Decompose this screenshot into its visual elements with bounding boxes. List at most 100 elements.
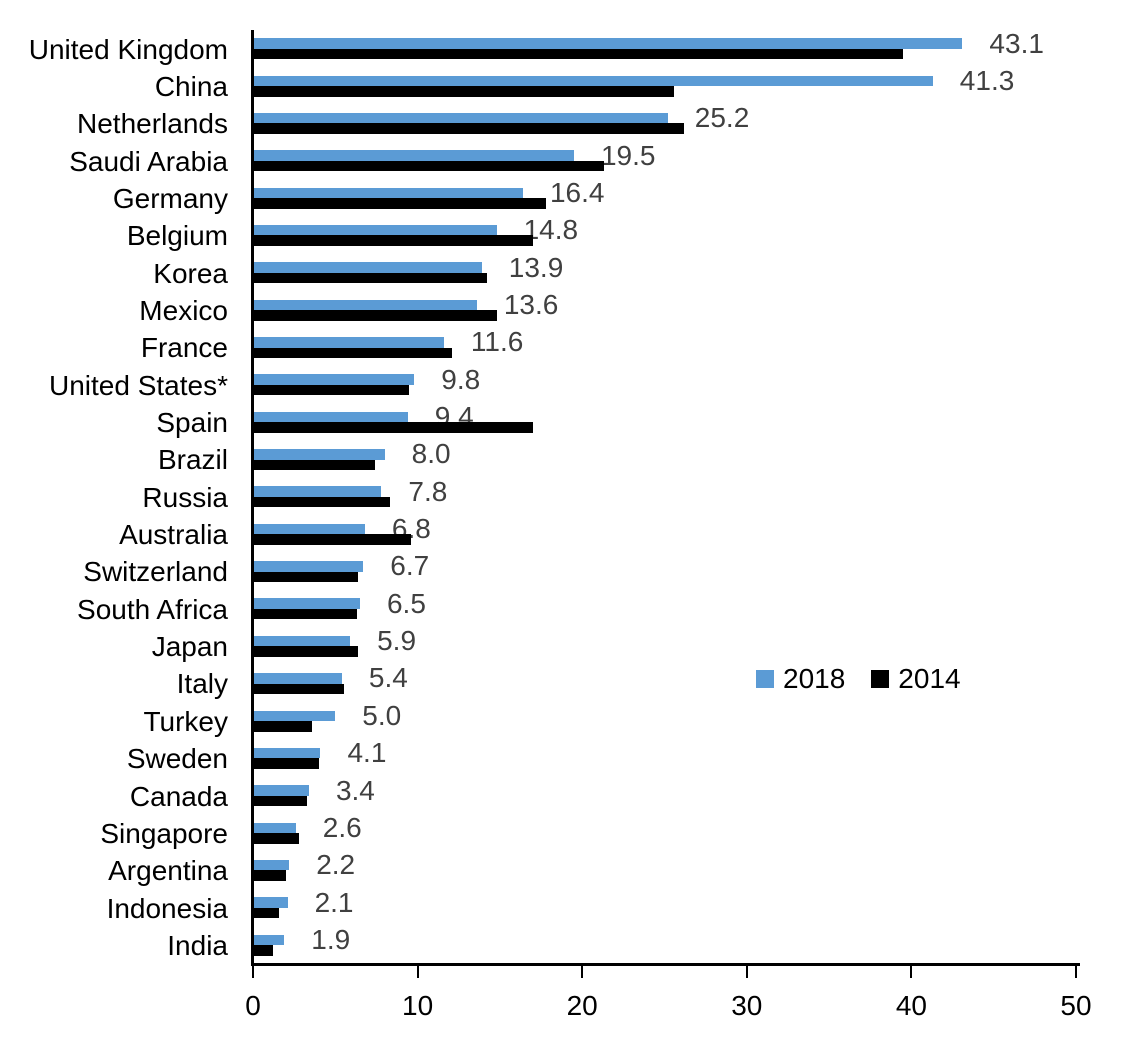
bar-2018	[253, 897, 288, 908]
legend-label: 2014	[898, 663, 961, 694]
bar-2014	[253, 795, 308, 807]
category-label: United States*	[49, 369, 228, 401]
x-tick-label: 30	[731, 990, 763, 1021]
bar-2014	[253, 160, 604, 172]
category-label: Belgium	[126, 220, 228, 252]
category-label: Netherlands	[77, 108, 228, 140]
bar-2018	[253, 785, 309, 796]
x-tick	[416, 966, 419, 978]
bar-2014	[253, 496, 390, 508]
bar-2018	[253, 449, 385, 460]
data-label: 5.9	[377, 625, 417, 657]
data-label: 9.8	[441, 363, 481, 395]
data-label: 13.9	[508, 251, 564, 283]
bar-2014	[253, 870, 286, 881]
x-axis-line	[251, 963, 1080, 966]
legend-swatch-icon	[756, 670, 774, 688]
y-axis-line	[251, 30, 254, 966]
category-label: Singapore	[100, 817, 228, 849]
category-label: Russia	[142, 481, 228, 513]
bar-2018	[253, 561, 364, 572]
category-label: Italy	[176, 668, 228, 700]
bar-2014	[253, 459, 375, 471]
bar-2018	[253, 112, 668, 124]
category-label: South Africa	[77, 593, 228, 625]
data-label: 5.0	[362, 699, 402, 731]
bar-2014	[253, 534, 412, 545]
bar-2014	[253, 907, 280, 919]
bar-2014	[253, 123, 685, 134]
bar-2018	[253, 934, 285, 946]
category-label: Mexico	[139, 294, 228, 326]
x-tick	[910, 966, 913, 978]
data-label: 2.1	[314, 886, 354, 918]
bar-2018	[253, 710, 336, 721]
bar-2014	[253, 758, 319, 769]
category-label: Indonesia	[106, 892, 228, 924]
category-label: China	[154, 70, 228, 102]
bar-2014	[253, 571, 359, 583]
bar-2018	[253, 38, 963, 49]
x-tick	[1075, 966, 1077, 978]
bar-2014	[253, 721, 313, 732]
bar-2014	[253, 198, 546, 209]
data-label: 25.2	[694, 102, 750, 134]
x-tick-label: 50	[1060, 990, 1092, 1021]
category-label: France	[140, 332, 228, 364]
data-label: 43.1	[989, 27, 1044, 59]
bar-2018	[253, 75, 933, 87]
data-label: 41.3	[959, 64, 1015, 96]
legend-item-2014: 2014	[871, 663, 961, 695]
bar-2014	[253, 310, 497, 321]
bar-2018	[253, 374, 415, 385]
data-label: 4.1	[347, 737, 387, 769]
data-label: 11.6	[470, 326, 524, 358]
bar-2014	[253, 347, 453, 358]
bar-2018	[253, 859, 290, 871]
x-tick	[252, 966, 254, 978]
bar-2018	[253, 299, 477, 311]
bar-2018	[253, 635, 351, 647]
category-label: Brazil	[157, 444, 228, 476]
category-label: Turkey	[143, 705, 228, 737]
data-label: 2.6	[322, 811, 362, 843]
category-label: Germany	[112, 182, 228, 214]
bar-2014	[253, 646, 359, 657]
data-label: 13.6	[503, 288, 559, 320]
bar-2018	[253, 486, 382, 497]
category-label: Spain	[156, 407, 228, 438]
bar-2014	[253, 86, 675, 97]
category-label: Canada	[129, 780, 228, 812]
data-label: 16.4	[549, 176, 605, 208]
bar-2014	[253, 608, 357, 620]
x-tick	[745, 966, 748, 978]
data-label: 2.2	[316, 849, 356, 881]
bar-2014	[253, 683, 344, 695]
data-label: 5.4	[368, 662, 408, 694]
bar-2018	[253, 187, 523, 199]
data-label: 1.9	[311, 923, 351, 955]
bar-2018	[253, 523, 365, 535]
bar-2014	[253, 384, 410, 396]
bar-2018	[253, 224, 497, 236]
bar-2018	[253, 598, 360, 609]
category-label: Saudi Arabia	[69, 145, 228, 177]
bar-2018	[253, 822, 296, 834]
category-label: Argentina	[108, 855, 228, 887]
x-tick-label: 0	[245, 990, 261, 1021]
legend-item-2018: 2018	[756, 663, 845, 695]
bar-2018	[253, 150, 574, 161]
bar-2018	[253, 411, 408, 423]
bar-2018	[253, 262, 482, 273]
x-tick-label: 20	[566, 990, 598, 1021]
legend-label: 2018	[783, 663, 846, 694]
data-label: 3.4	[335, 774, 375, 806]
category-label: India	[167, 929, 228, 961]
category-label: United Kingdom	[28, 33, 228, 65]
bar-2014	[253, 422, 533, 433]
bar-2014	[253, 945, 273, 956]
bar-2014	[253, 833, 300, 844]
legend-swatch-icon	[871, 670, 890, 688]
bar-2014	[253, 48, 904, 60]
